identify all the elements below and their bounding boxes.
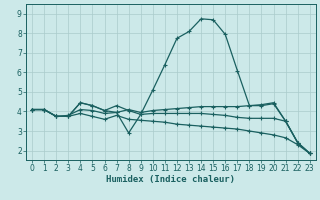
X-axis label: Humidex (Indice chaleur): Humidex (Indice chaleur) <box>107 175 236 184</box>
